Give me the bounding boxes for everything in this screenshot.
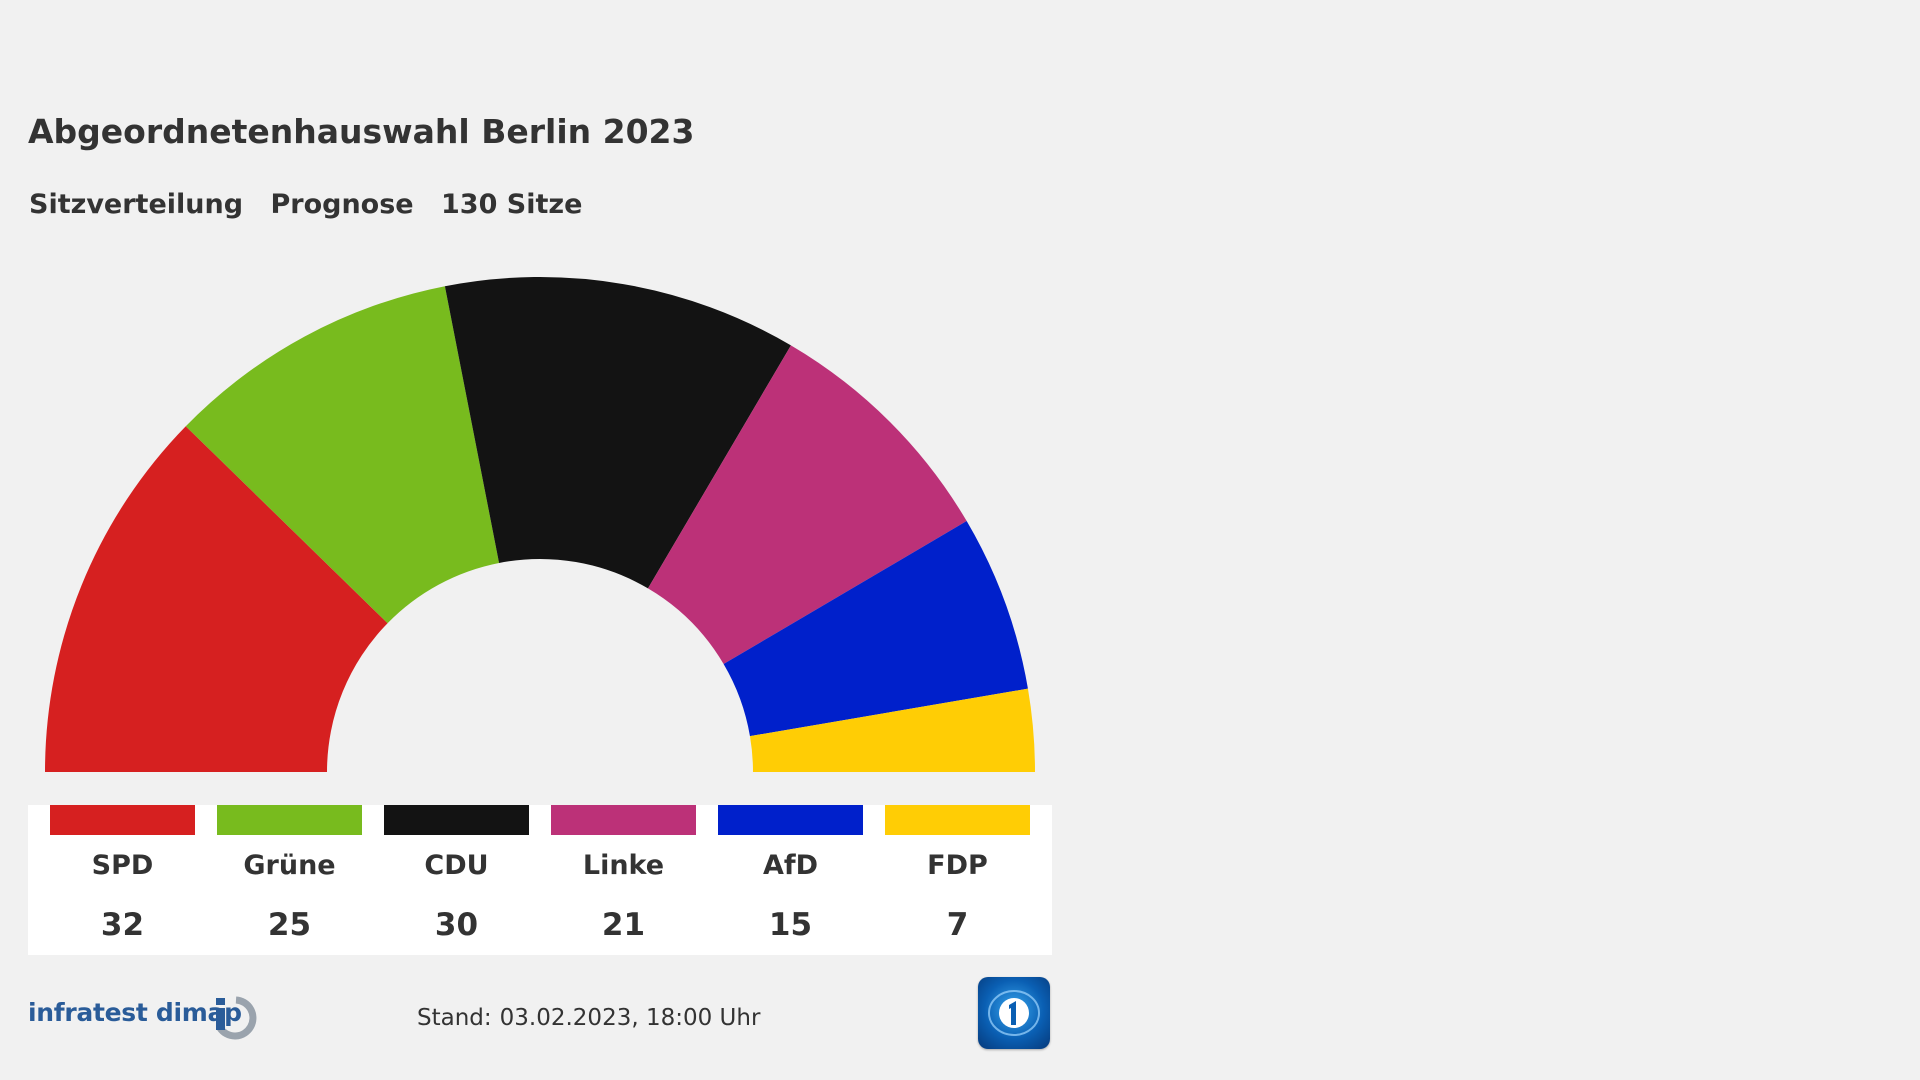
- seat-legend: SPD 32 Grüne 25 CDU 30 Linke 21 AfD 15 FDP 7: [28, 805, 1052, 955]
- legend-item-gr-ne: Grüne 25: [217, 805, 362, 955]
- legend-swatch-cdu: [384, 805, 529, 835]
- seat-segment-cdu: [444, 277, 791, 589]
- legend-swatch-spd: [50, 805, 195, 835]
- legend-swatch-linke: [551, 805, 696, 835]
- legend-item-spd: SPD 32: [50, 805, 195, 955]
- legend-label-spd: SPD: [91, 850, 154, 881]
- infratest-dimap-mark-icon: [216, 996, 257, 1040]
- legend-swatch-fdp: [885, 805, 1030, 835]
- subtitle-prognose: Prognose: [270, 189, 414, 220]
- seat-segment-fdp: [749, 688, 1035, 772]
- seat-segment-gr-ne: [185, 286, 500, 624]
- infratest-dimap-logo: infratest dimap: [28, 998, 242, 1027]
- legend-value-gr-ne: 25: [267, 907, 312, 943]
- legend-label-fdp: FDP: [927, 850, 988, 881]
- seat-segment-afd: [723, 521, 1028, 737]
- legend-label-gr-ne: Grüne: [243, 850, 336, 881]
- legend-label-afd: AfD: [762, 850, 819, 881]
- legend-item-cdu: CDU 30: [384, 805, 529, 955]
- legend-value-linke: 21: [601, 907, 646, 943]
- legend-swatch-afd: [718, 805, 863, 835]
- seat-segment-linke: [647, 345, 967, 665]
- chart-subtitle: Sitzverteilung Prognose 130 Sitze: [29, 189, 600, 220]
- seat-arcs: [45, 277, 1035, 772]
- legend-label-linke: Linke: [582, 850, 665, 881]
- stand-label: Stand:: [417, 1005, 492, 1031]
- legend-swatch-gr-ne: [217, 805, 362, 835]
- subtitle-seats: 130 Sitze: [441, 189, 583, 220]
- ard-one-icon: [978, 977, 1050, 1049]
- legend-item-afd: AfD 15: [718, 805, 863, 955]
- stand-value: 03.02.2023, 18:00 Uhr: [499, 1005, 761, 1031]
- legend-item-linke: Linke 21: [551, 805, 696, 955]
- seat-segment-spd: [45, 426, 388, 772]
- legend-item-fdp: FDP 7: [885, 805, 1030, 955]
- legend-value-spd: 32: [100, 907, 145, 943]
- timestamp: Stand: 03.02.2023, 18:00 Uhr: [417, 1005, 760, 1031]
- seat-distribution-chart: [45, 277, 1035, 772]
- legend-value-fdp: 7: [946, 907, 969, 943]
- legend-value-cdu: 30: [434, 907, 479, 943]
- chart-title: Abgeordnetenhauswahl Berlin 2023: [28, 112, 695, 151]
- legend-value-afd: 15: [768, 907, 813, 943]
- subtitle-sitzverteilung: Sitzverteilung: [29, 189, 244, 220]
- legend-label-cdu: CDU: [424, 850, 489, 881]
